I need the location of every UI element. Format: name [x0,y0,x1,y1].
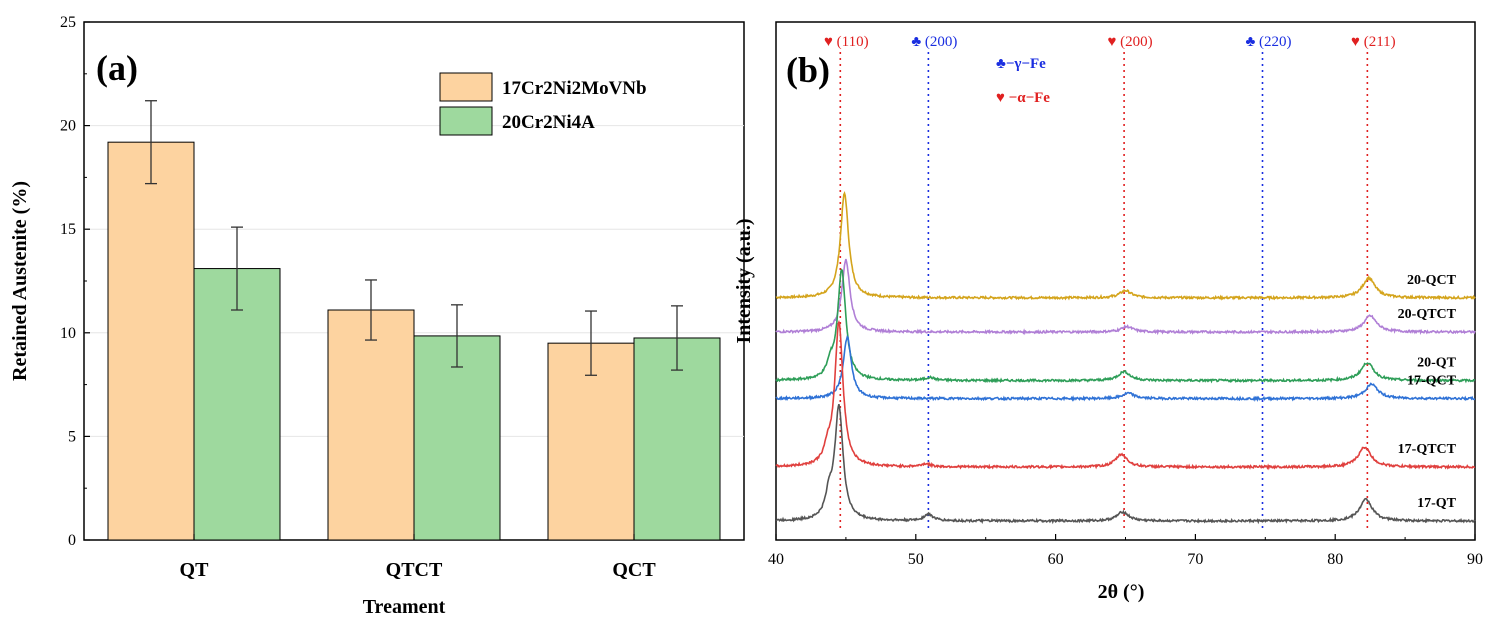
series-label-20-qtct: 20-QTCT [1398,307,1457,322]
reference-label-211: ♥ (211) [1351,34,1396,50]
phase-legend-gamma: ♣−γ−Fe [996,56,1046,72]
series-label-20-qct: 20-QCT [1407,273,1457,288]
panel-a-y-axis-label: Retained Austenite (%) [9,181,31,381]
panel-b-x-axis-label: 2θ (°) [1098,581,1145,603]
panel-a-y-tick-label: 5 [68,428,76,445]
panel-a-y-tick-label: 0 [68,532,76,549]
bar-17cr2ni2movnb-qtct [327,309,415,541]
panel-a-label: (a) [96,48,138,88]
series-label-17-qct: 17-QCT [1407,374,1457,389]
legend-swatch-20cr2ni4a [439,106,493,136]
panel-a-y-tick-label: 25 [60,14,76,31]
panel-a-bar-chart: 0 5 10 15 20 25 QT QTCT QCT (a) 17Cr2Ni2MoVNb 20… [9,14,745,618]
panel-a-legend: 17Cr2Ni2MoVNb 20Cr2Ni4A [439,72,647,136]
series-label-17-qtct: 17-QTCT [1398,442,1457,457]
panel-a-x-axis-label: Treament [363,596,446,618]
bar-20cr2ni4a-qtct [413,335,501,541]
xrd-line-17-qct [775,335,1476,402]
bar-17cr2ni2movnb-qct [547,342,635,541]
reference-label-200: ♣ (200) [911,34,957,50]
xrd-line-20-qtct [775,258,1476,336]
panel-b-x-tick-label: 70 [1187,551,1203,568]
panel-b-x-tick-label: 50 [908,551,924,568]
xrd-line-20-qct [775,190,1476,302]
category-label-qt: QT [180,559,210,581]
category-label-qtct: QTCT [386,559,443,581]
panel-b-xrd-chart: ♥ (110) ♣ (200) ♥ (200) ♣ (220) ♥ (211) 20-Q… [733,21,1483,603]
panel-b-y-axis-label: Intensity (a.u.) [733,218,755,343]
panel-b-x-tick-label: 60 [1048,551,1064,568]
category-label-qct: QCT [612,559,656,581]
panel-b-x-tick-label: 90 [1467,551,1483,568]
xrd-line-17-qtct [775,319,1476,471]
xrd-line-17-qt [775,404,1476,525]
panel-b-x-tick-label: 80 [1327,551,1343,568]
series-label-17-qt: 17-QT [1417,496,1457,511]
bar-20cr2ni4a-qct [633,337,721,541]
bar-20cr2ni4a-qt [193,268,281,541]
panel-a-y-tick-label: 10 [60,325,76,342]
reference-label-220: ♣ (220) [1245,34,1291,50]
xrd-line-20-qt [775,268,1476,384]
reference-label-110: ♥ (110) [824,34,869,50]
panel-a-y-tick-label: 15 [60,221,76,238]
legend-label-17cr2ni2movnb: 17Cr2Ni2MoVNb [502,78,647,99]
phase-legend-alpha: ♥ −α−Fe [996,90,1050,106]
panel-a-y-tick-label: 20 [60,118,76,135]
legend-label-20cr2ni4a: 20Cr2Ni4A [502,112,595,133]
bar-17cr2ni2movnb-qt [107,141,195,541]
panel-b-label: (b) [786,50,830,90]
legend-swatch-17cr2ni2movnb [439,72,493,102]
panel-b-frame [775,21,1476,541]
panel-b-x-tick-label: 40 [768,551,784,568]
series-label-20-qt: 20-QT [1417,356,1457,371]
reference-label-200: ♥ (200) [1108,34,1153,50]
